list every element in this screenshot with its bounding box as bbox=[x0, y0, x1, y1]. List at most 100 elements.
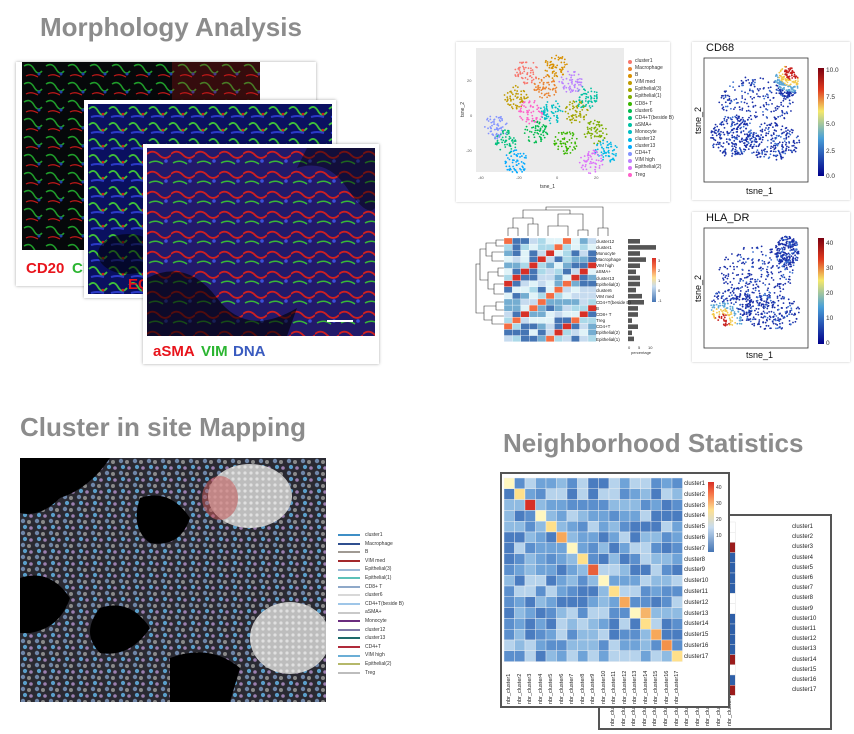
feature-point bbox=[754, 280, 757, 283]
feature-point bbox=[720, 315, 723, 318]
feature-point bbox=[774, 107, 777, 109]
feature-point bbox=[733, 145, 736, 148]
tsne-point bbox=[545, 105, 548, 108]
feature-point bbox=[774, 124, 777, 127]
feature-point bbox=[745, 127, 748, 130]
feature-point bbox=[730, 294, 733, 297]
tsne-point bbox=[602, 156, 605, 158]
feature-point bbox=[790, 307, 793, 310]
tsne-point bbox=[569, 85, 571, 88]
tsne-point bbox=[585, 95, 588, 98]
marker-heatmap-cell bbox=[520, 250, 530, 257]
feature-point bbox=[729, 281, 732, 283]
feature-point bbox=[755, 145, 758, 148]
marker-heatmap-cell bbox=[520, 286, 530, 294]
feature-point bbox=[728, 102, 731, 105]
neighborhood-cell bbox=[619, 553, 631, 565]
tsne-point bbox=[578, 88, 581, 91]
feature-point bbox=[792, 141, 795, 143]
neighborhood-cell bbox=[566, 585, 578, 598]
marker-heatmap-cell bbox=[545, 323, 555, 330]
feature-point bbox=[752, 291, 755, 294]
neighborhood-cell bbox=[640, 607, 652, 619]
feature-point bbox=[725, 320, 727, 323]
feature-point bbox=[765, 108, 767, 110]
feature-point bbox=[759, 296, 762, 299]
neighborhood-cell bbox=[577, 488, 589, 500]
tsne-point bbox=[555, 72, 557, 74]
feature-point bbox=[725, 138, 728, 141]
feature-point bbox=[769, 86, 772, 89]
tsne-point bbox=[571, 131, 574, 134]
feature-point bbox=[781, 156, 784, 159]
feature-point bbox=[779, 115, 782, 118]
tsne-legend-label: VIM med bbox=[635, 79, 656, 86]
neighborhood-cell bbox=[556, 499, 568, 511]
tsne-point bbox=[502, 132, 505, 135]
neighborhood-col-label: nbr_cluster8 bbox=[579, 673, 586, 704]
tsne-point bbox=[565, 145, 567, 148]
tsne-point bbox=[598, 125, 601, 128]
feature-point bbox=[733, 268, 736, 271]
feature-point bbox=[758, 302, 761, 305]
feature-point bbox=[778, 71, 781, 74]
cluster-legend-item: cluster13 bbox=[338, 634, 404, 643]
tsne-point bbox=[506, 129, 509, 132]
tsne-point bbox=[519, 167, 521, 170]
feature-point bbox=[752, 80, 754, 82]
tsne-point bbox=[602, 148, 605, 150]
neighborhood-cell bbox=[524, 477, 536, 490]
feature-point bbox=[728, 322, 730, 325]
marker-heatmap-cell bbox=[562, 298, 572, 306]
feature-point bbox=[785, 80, 788, 82]
feature-point bbox=[764, 292, 766, 295]
tsne-point bbox=[527, 118, 530, 121]
neighborhood-col-label: nbr_cluster14 bbox=[642, 670, 649, 704]
marker-heatmap-cell bbox=[579, 292, 589, 300]
feature-point bbox=[763, 150, 766, 153]
feature-point bbox=[731, 307, 734, 310]
tsne-point bbox=[512, 103, 515, 105]
tsne-point bbox=[572, 117, 575, 120]
neighborhood-cell bbox=[608, 542, 620, 554]
feature-point bbox=[746, 257, 749, 260]
tsne-point bbox=[547, 87, 550, 90]
feature-point bbox=[779, 261, 782, 264]
tsne-point bbox=[569, 145, 571, 148]
feature-point bbox=[746, 133, 748, 136]
feature-point bbox=[732, 81, 735, 83]
feature-point bbox=[788, 275, 791, 278]
neighborhood-cell bbox=[671, 650, 683, 662]
feature-point bbox=[782, 273, 785, 276]
feature-point bbox=[759, 106, 762, 109]
tsne-point bbox=[546, 61, 549, 63]
tsne-point bbox=[542, 134, 545, 137]
neighborhood-cell bbox=[608, 564, 620, 576]
tsne-point bbox=[540, 133, 542, 136]
tsne-legend-item: cluster1 bbox=[628, 58, 674, 65]
marker-heatmap-cell bbox=[529, 292, 538, 300]
tsne-point bbox=[534, 129, 537, 132]
tsne-point bbox=[513, 153, 516, 155]
tsne-point bbox=[605, 133, 608, 136]
feature-point bbox=[718, 315, 721, 318]
feature-point bbox=[760, 149, 763, 152]
feature-point bbox=[778, 243, 781, 246]
tsne-point bbox=[594, 168, 596, 171]
feature-point bbox=[744, 98, 747, 101]
neighborhood-cell bbox=[545, 488, 557, 500]
tsne-point bbox=[554, 87, 557, 90]
feature-point bbox=[723, 117, 726, 120]
feature-point bbox=[721, 304, 724, 307]
feature-point bbox=[780, 247, 783, 249]
tsne-legend-item: Monocyte bbox=[628, 129, 674, 136]
tsne-point bbox=[611, 152, 614, 155]
legend-line bbox=[338, 654, 360, 657]
feature-point bbox=[722, 277, 724, 280]
neigh-scale-tick-4: 10 bbox=[716, 533, 722, 539]
feature-point bbox=[794, 244, 797, 247]
neighborhood-cell bbox=[556, 510, 568, 522]
feature-point bbox=[748, 294, 751, 297]
tsne-point bbox=[544, 93, 547, 96]
feature-point bbox=[756, 278, 759, 281]
